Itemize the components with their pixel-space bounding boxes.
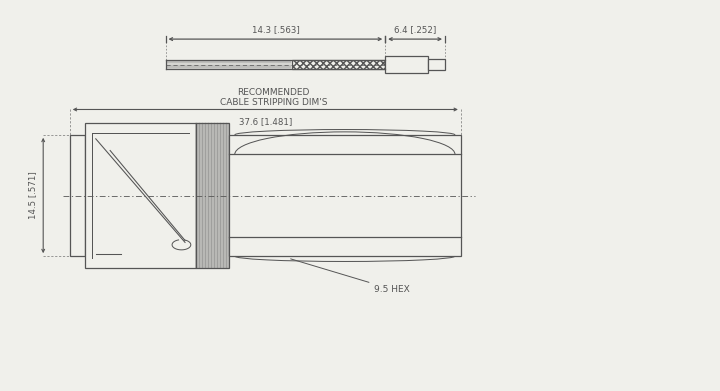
Bar xyxy=(229,135,461,256)
Text: 9.5 HEX: 9.5 HEX xyxy=(291,259,410,294)
Bar xyxy=(85,123,196,268)
Text: RECOMMENDED
CABLE STRIPPING DIM'S: RECOMMENDED CABLE STRIPPING DIM'S xyxy=(220,88,328,108)
Bar xyxy=(70,135,85,256)
Bar xyxy=(196,123,229,268)
Text: 14.3 [.563]: 14.3 [.563] xyxy=(251,25,300,34)
Bar xyxy=(428,59,445,70)
Bar xyxy=(292,60,385,69)
Text: 14.5 [.571]: 14.5 [.571] xyxy=(28,172,37,219)
Bar xyxy=(385,56,428,73)
Text: 6.4 [.252]: 6.4 [.252] xyxy=(394,25,436,34)
Text: 37.6 [1.481]: 37.6 [1.481] xyxy=(239,117,292,126)
